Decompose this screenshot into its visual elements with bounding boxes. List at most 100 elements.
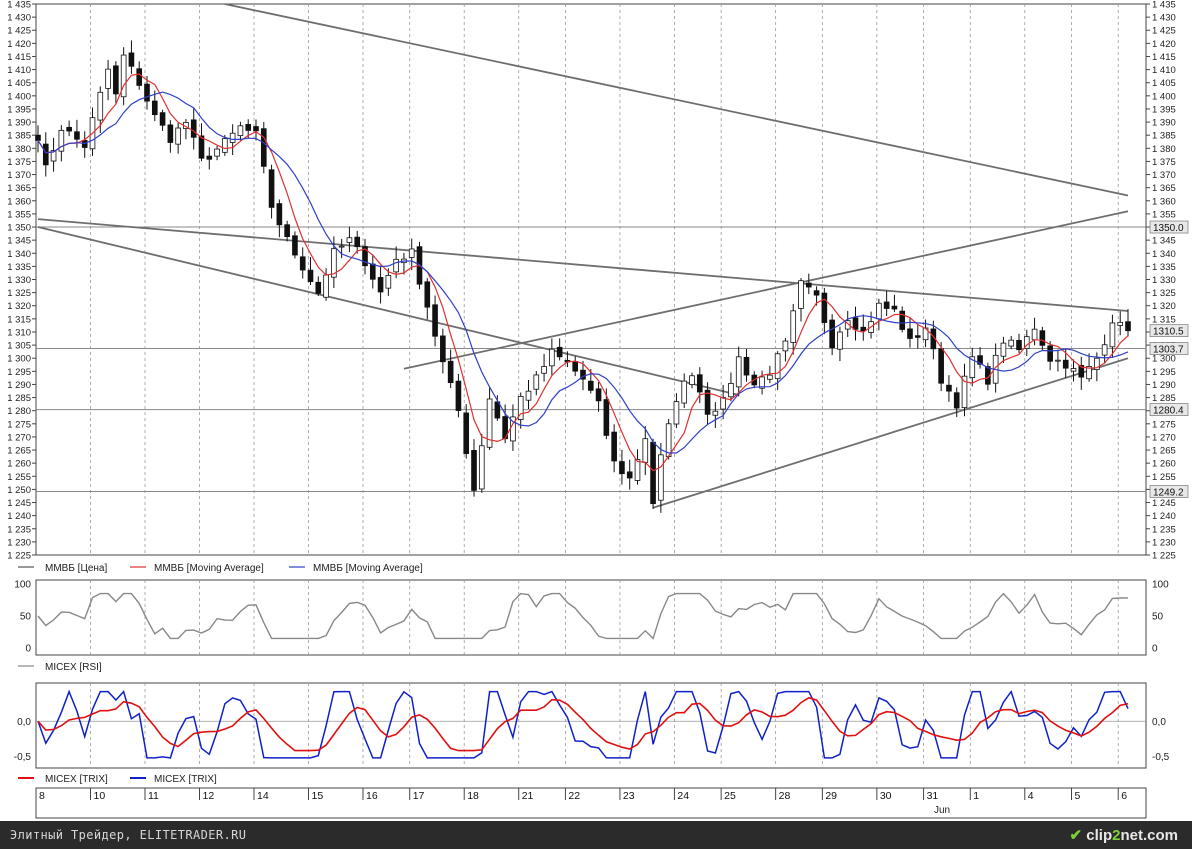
rsi-tick-left: 0 xyxy=(25,644,31,655)
candle-body xyxy=(689,375,695,386)
candle-body xyxy=(969,356,976,379)
trix-tick-left: 0,0 xyxy=(17,717,31,728)
candle-body xyxy=(1078,365,1085,378)
price-tick-label-left: 1 395 xyxy=(7,104,31,115)
price-tick-label-left: 1 420 xyxy=(7,39,31,50)
legend-price: ММВБ [Цена] xyxy=(45,563,107,574)
price-tag-box xyxy=(1149,220,1189,234)
time-label: 17 xyxy=(413,790,425,802)
candle-body xyxy=(595,388,602,402)
trix-axis: 0,0 0,0 -0,5 -0,5 xyxy=(14,717,1170,763)
candle-body xyxy=(961,375,968,409)
price-tick-label-right: 1 330 xyxy=(1152,275,1176,286)
price-tag-box xyxy=(1149,342,1189,355)
candle-body xyxy=(977,355,983,365)
price-tag-box xyxy=(1149,485,1189,498)
candle-body xyxy=(556,346,563,358)
candle-body xyxy=(572,361,579,372)
price-tick-label-right: 1 260 xyxy=(1152,459,1176,470)
candle-body xyxy=(696,374,703,393)
rsi-tick-left: 50 xyxy=(20,612,32,623)
price-tag-box xyxy=(1149,403,1189,416)
candle-body xyxy=(1039,330,1046,346)
rsi-pane-frame xyxy=(35,579,1147,656)
price-tick-label-left: 1 225 xyxy=(7,551,31,562)
trendlines xyxy=(37,3,1129,509)
time-label: 8 xyxy=(39,790,45,802)
rsi-legend: MICEX [RSI] xyxy=(18,662,102,673)
candle-body xyxy=(549,348,555,367)
rsi-tick-right: 50 xyxy=(1152,612,1164,623)
trendline xyxy=(37,218,1129,312)
candle-body xyxy=(50,150,57,162)
price-tick-label-left: 1 285 xyxy=(7,393,31,404)
trix-line-red xyxy=(37,696,1129,752)
candle-body xyxy=(237,125,244,137)
price-tick-label-right: 1 295 xyxy=(1152,367,1176,378)
trendline xyxy=(37,226,739,396)
horizontal-levels xyxy=(36,226,1146,493)
candle-body xyxy=(432,304,438,337)
price-tick-label-left: 1 430 xyxy=(7,13,31,24)
candle-body xyxy=(860,326,867,332)
candle-body xyxy=(619,461,625,475)
price-tick-label-right: 1 430 xyxy=(1152,13,1176,24)
time-label: 16 xyxy=(366,790,378,802)
clip2net-logo: ✔ clip2net.com xyxy=(1069,827,1178,844)
time-label: 31 xyxy=(927,790,939,802)
price-tick-label-right: 1 375 xyxy=(1152,157,1176,168)
candle-body xyxy=(486,398,493,448)
trendline xyxy=(224,3,1129,197)
candle-body xyxy=(66,126,72,132)
candle-body xyxy=(494,401,501,419)
candle-body xyxy=(307,269,314,283)
candle-body xyxy=(541,366,547,374)
candle-body xyxy=(759,376,765,389)
price-tick-label-left: 1 380 xyxy=(7,144,31,155)
price-tag-label: 1310.5 xyxy=(1153,327,1184,338)
price-tick-label-right: 1 410 xyxy=(1152,65,1176,76)
moving-averages xyxy=(37,73,1129,472)
price-tick-label-left: 1 245 xyxy=(7,498,31,509)
ma-slow-line xyxy=(37,91,1129,454)
candle-body xyxy=(728,383,734,398)
price-tick-label-left: 1 355 xyxy=(7,209,31,220)
trix-tick-right: -0,5 xyxy=(1152,752,1170,763)
price-tick-label-left: 1 325 xyxy=(7,288,31,299)
candles xyxy=(35,40,1131,513)
candle-body xyxy=(229,132,236,143)
candle-body xyxy=(1031,328,1038,341)
candle-body xyxy=(1016,339,1022,351)
candle-body xyxy=(331,248,337,278)
ma-fast-line xyxy=(37,73,1129,472)
price-tick-label-left: 1 290 xyxy=(7,380,31,391)
candle-body xyxy=(821,292,828,323)
price-tick-label-right: 1 245 xyxy=(1152,498,1176,509)
candle-body xyxy=(525,390,532,401)
price-tick-label-left: 1 425 xyxy=(7,26,31,37)
candle-body xyxy=(634,459,641,481)
candle-body xyxy=(673,401,680,425)
trix-pane-frame xyxy=(35,682,1147,769)
candle-body xyxy=(268,169,275,208)
price-tick-label-left: 1 295 xyxy=(7,367,31,378)
candle-body xyxy=(712,410,719,416)
candle-body xyxy=(113,65,119,95)
time-label: 14 xyxy=(257,790,269,802)
time-label: 25 xyxy=(724,790,736,802)
price-tick-label-right: 1 390 xyxy=(1152,118,1176,129)
legend-trix-red: MICEX [TRIX] xyxy=(45,774,108,785)
candle-body xyxy=(245,124,252,131)
price-tick-label-left: 1 345 xyxy=(7,236,31,247)
price-tick-label-right: 1 325 xyxy=(1152,288,1176,299)
candle-body xyxy=(844,320,851,330)
candle-body xyxy=(953,392,960,409)
candle-body xyxy=(424,281,431,308)
candle-body xyxy=(658,454,664,501)
price-tick-label-right: 1 355 xyxy=(1152,209,1176,220)
price-tick-label-right: 1 290 xyxy=(1152,380,1176,391)
price-tick-label-left: 1 415 xyxy=(7,52,31,63)
trix-tick-right: 0,0 xyxy=(1152,717,1166,728)
